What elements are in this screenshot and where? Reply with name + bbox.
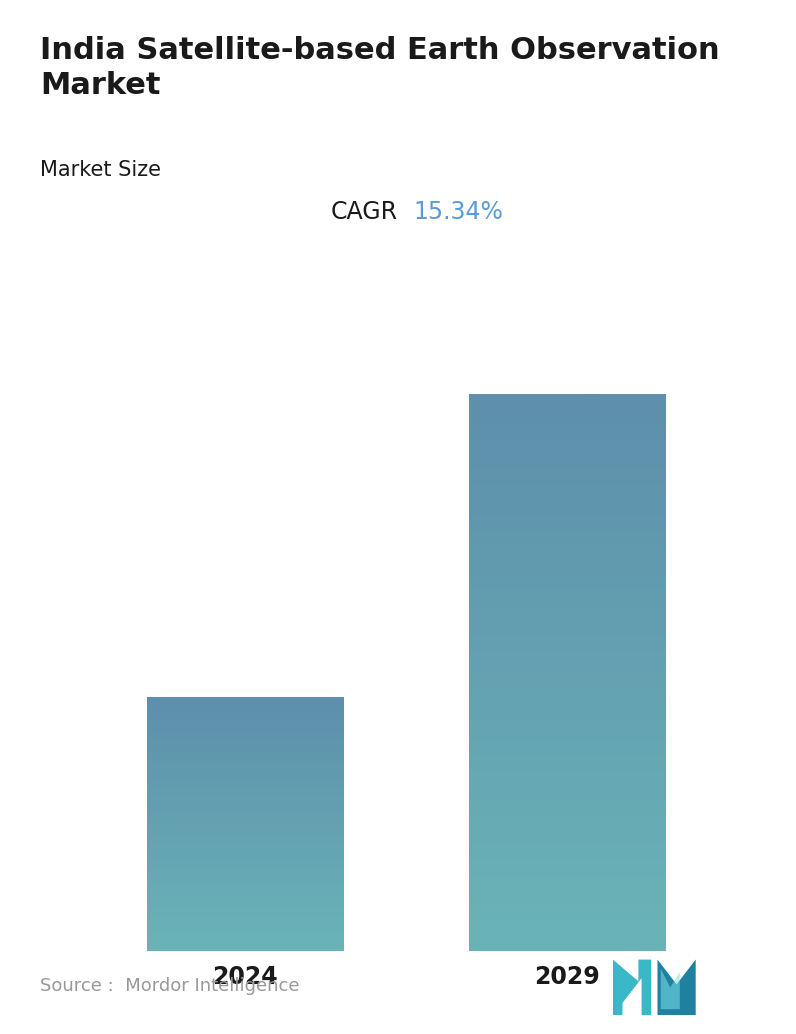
Polygon shape: [661, 969, 680, 1009]
Text: CAGR: CAGR: [331, 200, 398, 224]
Polygon shape: [613, 960, 651, 1015]
Text: India Satellite-based Earth Observation
Market: India Satellite-based Earth Observation …: [40, 36, 720, 100]
Text: 15.34%: 15.34%: [414, 200, 504, 224]
Text: Market Size: Market Size: [40, 160, 161, 180]
Text: Source :  Mordor Intelligence: Source : Mordor Intelligence: [40, 977, 299, 995]
Polygon shape: [657, 960, 696, 1015]
